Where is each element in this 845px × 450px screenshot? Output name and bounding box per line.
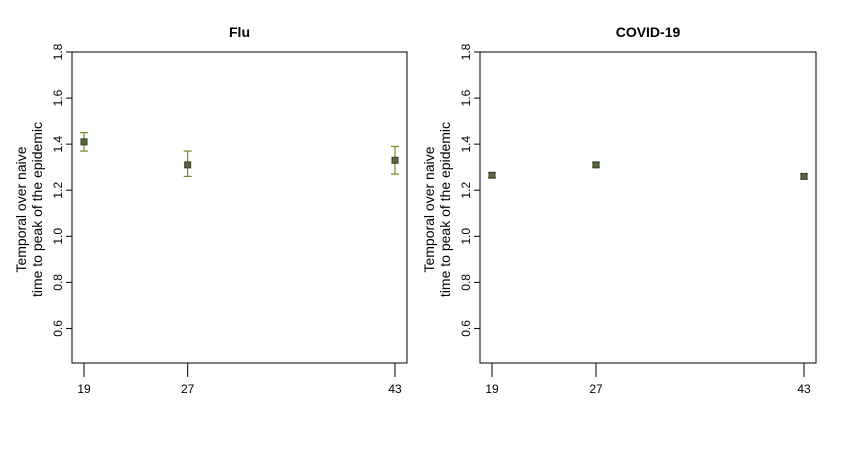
y-tick-label: 0.6 (51, 320, 65, 337)
data-point (80, 138, 88, 146)
y-tick-label: 1.0 (51, 228, 65, 245)
y-tick-label: 1.2 (51, 182, 65, 199)
chart-panel-2: COVID-19 0.6 0.8 1.0 1.2 1.4 1.6 1.8 19 27 43 Tempo… (421, 24, 817, 396)
data-point (488, 171, 496, 179)
y-axis-label: Temporal over naive (421, 146, 437, 272)
y-tick-label: 1.2 (459, 182, 473, 199)
y-tick-label: 0.8 (459, 274, 473, 291)
y-tick-label: 1.8 (51, 43, 65, 60)
y-tick-label: 1.6 (459, 89, 473, 106)
y-axis-label: Temporal over naive (13, 146, 29, 272)
x-tick-label: 43 (388, 382, 402, 396)
x-tick-label: 19 (485, 382, 499, 396)
x-tick-label: 27 (181, 382, 195, 396)
y-tick-label: 1.0 (459, 228, 473, 245)
x-tick-label: 43 (797, 382, 811, 396)
x-tick-label: 19 (77, 382, 91, 396)
y-tick-label: 1.8 (459, 43, 473, 60)
y-tick-label: 0.8 (51, 274, 65, 291)
data-point (184, 161, 192, 169)
chart-title: Flu (229, 24, 250, 40)
x-tick-label: 27 (589, 382, 603, 396)
plot-frame (71, 51, 408, 364)
y-axis-label: time to peak of the epidemic (437, 122, 453, 297)
y-tick-label: 1.4 (51, 135, 65, 152)
data-point (800, 172, 808, 180)
data-point (391, 156, 399, 164)
y-axis-label: time to peak of the epidemic (29, 122, 45, 297)
chart-panel-1: Flu 0.6 0.8 1.0 1.2 1.4 1.6 1.8 19 27 43 Temporal o… (13, 24, 408, 396)
chart-title: COVID-19 (616, 24, 681, 40)
y-tick-label: 0.6 (459, 320, 473, 337)
y-tick-label: 1.6 (51, 89, 65, 106)
y-tick-label: 1.4 (459, 135, 473, 152)
data-point (592, 161, 600, 169)
plot-frame (479, 51, 817, 364)
